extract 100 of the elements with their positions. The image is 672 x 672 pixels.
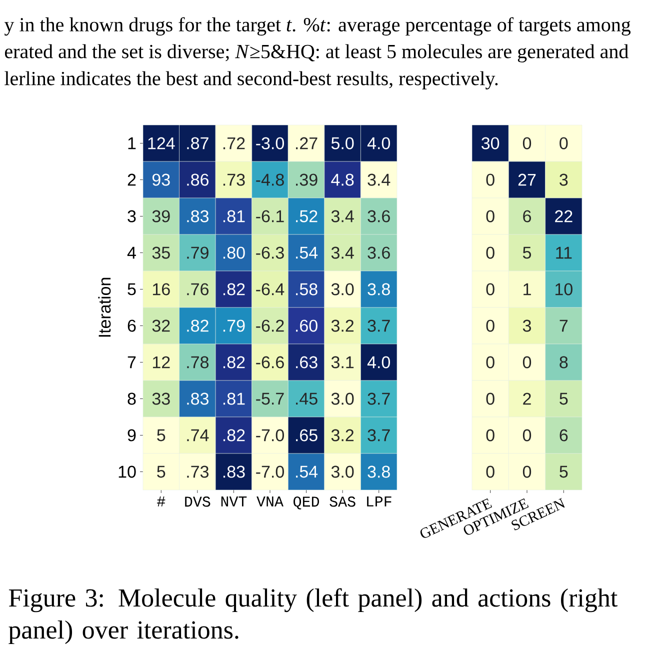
y-axis-title: Iteration: [98, 278, 111, 337]
data-label: .82: [187, 320, 208, 332]
data-label: 5: [522, 246, 532, 259]
data-label: 2: [523, 392, 531, 405]
data-label: -7.0: [256, 429, 284, 442]
data-label: 12: [152, 356, 170, 368]
x-tick-label: #: [157, 496, 166, 506]
data-label: 4.8: [331, 174, 354, 186]
x-tick-label: SAS: [330, 496, 356, 507]
data-label: .82: [223, 356, 245, 368]
data-label: 10: [556, 283, 572, 296]
data-label: .83: [223, 466, 245, 478]
data-label: 124: [148, 137, 175, 150]
data-label: .80: [223, 246, 245, 259]
data-label: .79: [187, 246, 208, 259]
data-label: -6.2: [256, 320, 284, 332]
data-label: .45: [296, 392, 318, 405]
y-tick-label: 5: [128, 283, 136, 296]
data-label: 0: [486, 246, 494, 259]
data-label: -4.8: [256, 174, 284, 186]
data-label: 0: [486, 392, 494, 405]
y-tick-label: 10: [118, 466, 136, 478]
data-label: 11: [556, 246, 572, 259]
data-label: .82: [223, 429, 245, 442]
data-label: 5: [157, 429, 166, 442]
text: erated and the set is diverse; N≥5&HQ: at least 5 molecules are generated and: [4, 44, 628, 62]
data-label: 3.7: [368, 320, 390, 332]
data-label: 5: [560, 392, 568, 405]
data-label: .76: [187, 283, 208, 296]
data-label: .73: [187, 466, 208, 478]
data-label: -3.0: [256, 137, 284, 150]
data-label: 3.4: [331, 246, 354, 259]
data-label: 33: [152, 392, 170, 405]
data-label: -5.7: [256, 392, 284, 405]
data-label: 3.0: [331, 283, 354, 296]
y-tick-label: 4: [127, 246, 136, 259]
data-label: 3.0: [331, 392, 354, 405]
data-label: 0: [522, 466, 532, 478]
y-tick-label: 2: [128, 174, 136, 186]
y-tick-label: 9: [128, 429, 136, 442]
data-label: 3.0: [331, 466, 354, 478]
data-label: .79: [223, 320, 245, 332]
x-tick-label: DVS: [185, 496, 210, 507]
data-label: 5: [560, 466, 568, 478]
data-label: .74: [187, 429, 209, 442]
data-label: 0: [522, 429, 532, 442]
y-tick-label: 1: [128, 137, 136, 150]
data-label: -6.4: [256, 283, 284, 296]
data-label: 7: [560, 320, 568, 332]
data-label: .73: [223, 174, 245, 186]
data-label: 5: [157, 466, 166, 478]
data-label: 3.1: [331, 356, 354, 368]
data-label: .82: [223, 283, 245, 296]
data-label: 3.7: [368, 392, 390, 405]
text: lerline indicates the best and second-best results, respectively.: [4, 71, 498, 90]
data-label: 35: [152, 246, 170, 259]
data-label: 0: [486, 174, 494, 186]
data-label: .81: [223, 210, 245, 222]
data-label: 0: [486, 283, 494, 296]
data-label: 3.6: [368, 246, 390, 259]
x-tick-label: QED: [294, 496, 320, 510]
data-label: -6.3: [256, 246, 284, 259]
data-label: .86: [187, 174, 208, 186]
x-tick-label: VNA: [256, 496, 284, 506]
data-label: 0: [486, 356, 494, 368]
data-label: .58: [296, 283, 318, 296]
data-label: 8: [560, 356, 568, 368]
y-tick-label: 6: [128, 320, 136, 332]
data-label: 3.8: [368, 283, 390, 296]
data-label: .81: [223, 392, 245, 405]
x-tick-label: LPF: [367, 496, 392, 506]
data-label: 93: [152, 174, 170, 186]
data-label: .39: [296, 174, 318, 186]
data-label: 3: [522, 320, 531, 332]
data-label: 0: [486, 466, 494, 478]
y-tick-label: 3: [128, 210, 136, 222]
data-label: 3.4: [331, 210, 354, 222]
data-label: 22: [555, 210, 572, 222]
data-label: 30: [482, 137, 500, 150]
data-label: 5.0: [331, 137, 354, 150]
data-label: .72: [223, 137, 245, 150]
data-label: 16: [152, 283, 170, 296]
data-label: 0: [522, 356, 532, 368]
data-label: 27: [518, 174, 536, 186]
data-label: -7.0: [256, 466, 284, 478]
x-tick-label: NVT: [221, 496, 247, 506]
data-label: .54: [296, 246, 318, 259]
data-label: .63: [296, 356, 318, 368]
data-label: 0: [522, 137, 532, 150]
data-label: 3.2: [331, 320, 354, 332]
data-label: .65: [296, 429, 318, 442]
y-tick-label: 7: [128, 356, 136, 368]
data-label: 39: [152, 210, 170, 222]
data-label: .87: [187, 137, 208, 150]
data-label: -6.1: [256, 210, 284, 222]
data-label: .52: [296, 210, 318, 222]
data-label: .83: [187, 210, 208, 222]
y-tick-label: 8: [128, 392, 136, 405]
data-label: 1: [524, 283, 531, 296]
caption: Figure 3: Molecule quality (left panel) and actions (right panel) over iterations.: [8, 588, 618, 644]
